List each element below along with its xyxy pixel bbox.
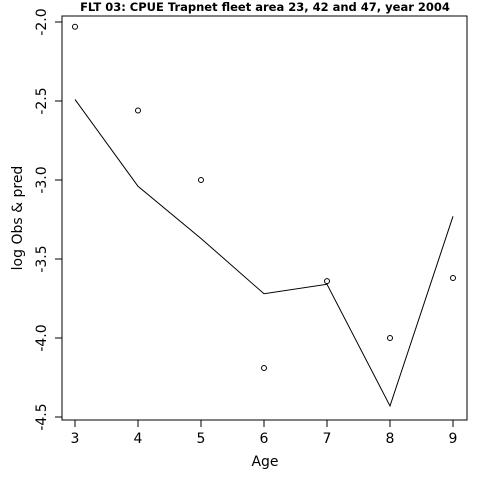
series-layer — [72, 23, 456, 408]
y-tick-label: -3.5 — [34, 245, 50, 272]
predicted-line — [74, 99, 454, 408]
observed-point — [135, 107, 141, 114]
y-axis: -2.0 -2.5 -3.0 -3.5 -4.0 -4.5 — [34, 8, 63, 431]
y-tick-label: -4.0 — [34, 324, 50, 351]
y-tick-label: -2.5 — [34, 87, 50, 114]
chart-title: FLT 03: CPUE Trapnet fleet area 23, 42 a… — [80, 0, 450, 14]
observed-point — [450, 274, 456, 281]
x-tick-label: 5 — [197, 431, 206, 447]
observed-point — [324, 278, 330, 285]
x-tick-label: 7 — [323, 431, 332, 447]
y-tick-label: -2.0 — [34, 8, 50, 35]
observed-point — [72, 23, 78, 30]
x-axis: 3 4 5 6 7 8 9 — [71, 419, 458, 447]
x-tick-label: 3 — [71, 431, 80, 447]
plot-frame — [61, 15, 468, 421]
x-axis-label: Age — [251, 454, 278, 470]
observed-point — [261, 365, 267, 372]
observed-point — [198, 177, 204, 183]
y-axis-label: log Obs & pred — [10, 166, 26, 271]
x-tick-label: 6 — [260, 431, 269, 447]
y-tick-label: -4.5 — [34, 403, 50, 430]
x-tick-label: 4 — [134, 431, 143, 447]
y-tick-label: -3.0 — [34, 166, 50, 193]
x-tick-label: 9 — [449, 431, 458, 447]
x-tick-label: 8 — [386, 431, 395, 447]
observed-point — [387, 335, 393, 341]
